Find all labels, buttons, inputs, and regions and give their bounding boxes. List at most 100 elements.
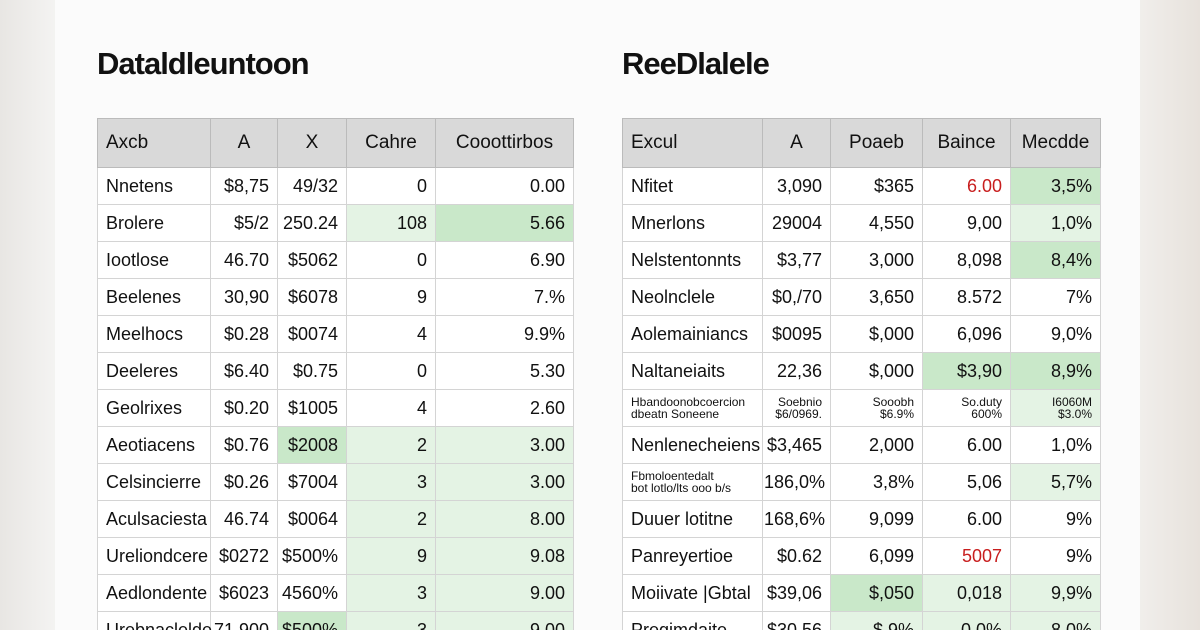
table-cell: 0 [346, 241, 436, 279]
table-cell: $6078 [277, 278, 347, 316]
table-cell: $0064 [277, 500, 347, 538]
table-cell: Moiivate |Gbtal [622, 574, 763, 612]
table-cell: Nelstentonnts [622, 241, 763, 279]
table-cell: 46.70 [210, 241, 278, 279]
table-cell: 8.00 [435, 500, 574, 538]
table-cell: $0,/70 [762, 278, 831, 316]
table-cell: Aeotiacens [97, 426, 211, 464]
table-cell: 3 [346, 611, 436, 630]
header-cell: Mecdde [1010, 118, 1101, 168]
table-cell: 9,099 [830, 500, 923, 538]
table-cell: 0,018 [922, 574, 1011, 612]
table-cell: $3,465 [762, 426, 831, 464]
header-cell: Baince [922, 118, 1011, 168]
header-cell: Poaeb [830, 118, 923, 168]
header-cell: A [210, 118, 278, 168]
table-cell: 9,9% [1010, 574, 1101, 612]
table-cell: 3.00 [435, 426, 574, 464]
table-cell: Ureliondcere [97, 537, 211, 575]
table-cell: Duuer lotitne [622, 500, 763, 538]
table-cell: $5062 [277, 241, 347, 279]
table-cell: 3 [346, 463, 436, 501]
table-cell: Nenlenecheiens [622, 426, 763, 464]
table-cell: 8,098 [922, 241, 1011, 279]
table-cell: 9,00 [922, 204, 1011, 242]
table-cell: 0 [346, 352, 436, 390]
header-cell: A [762, 118, 831, 168]
table-cell: 6,096 [922, 315, 1011, 353]
header-cell: Excul [622, 118, 763, 168]
table-cell: 8,0% [1010, 611, 1101, 630]
table-cell: 4 [346, 315, 436, 353]
table-cell: So.duty 600% [922, 389, 1011, 427]
header-cell: X [277, 118, 347, 168]
table-cell: Naltaneiaits [622, 352, 763, 390]
table-cell: $3,77 [762, 241, 831, 279]
table-cell: $,000 [830, 315, 923, 353]
table-cell: $0.28 [210, 315, 278, 353]
table-cell: 186,0% [762, 463, 831, 501]
table-cell: 29004 [762, 204, 831, 242]
table-cell: Nfitet [622, 167, 763, 205]
table-cell: 71,900 [210, 611, 278, 630]
table-cell: 5.66 [435, 204, 574, 242]
table-cell: 5,7% [1010, 463, 1101, 501]
table-cell: $0074 [277, 315, 347, 353]
table-cell: 9.00 [435, 574, 574, 612]
table-cell: Meelhocs [97, 315, 211, 353]
table-cell: 2,000 [830, 426, 923, 464]
table-cell: 9.00 [435, 611, 574, 630]
table-cell: Hbandoonobcoercion dbeatn Soneene [622, 389, 763, 427]
table-cell: 4,550 [830, 204, 923, 242]
table-cell: $0.62 [762, 537, 831, 575]
table-cell: 8,9% [1010, 352, 1101, 390]
table-cell: 8,4% [1010, 241, 1101, 279]
table-cell: $0.75 [277, 352, 347, 390]
table-cell: Urebnaclelde [97, 611, 212, 630]
table-cell: Soebnio $6/0969. [762, 389, 831, 427]
table-cell: 2.60 [435, 389, 574, 427]
table-cell: 108 [346, 204, 436, 242]
table-cell: 2 [346, 500, 436, 538]
table-cell: 6.00 [922, 426, 1011, 464]
right-table: Excul A Poaeb Baince Mecdde Nfitet 3,090 $365 6.… [622, 118, 1101, 630]
table-cell: 2 [346, 426, 436, 464]
table-cell: $2008 [277, 426, 347, 464]
table-cell: $7004 [277, 463, 347, 501]
table-cell: 168,6% [762, 500, 831, 538]
table-cell: 9% [1010, 537, 1101, 575]
table-cell: $0272 [210, 537, 278, 575]
table-cell: 3,5% [1010, 167, 1101, 205]
table-cell: $3,90 [922, 352, 1011, 390]
table-cell: $500% [277, 537, 347, 575]
table-cell: Nnetens [97, 167, 211, 205]
table-cell: $6023 [210, 574, 278, 612]
table-cell: Neolnclele [622, 278, 763, 316]
table-cell: 6,099 [830, 537, 923, 575]
table-cell: 9.9% [435, 315, 574, 353]
table-cell: 30,90 [210, 278, 278, 316]
table-cell: Deeleres [97, 352, 211, 390]
table-cell: 1,0% [1010, 204, 1101, 242]
table-cell: Aedlondente [97, 574, 211, 612]
table-cell: 9 [346, 278, 436, 316]
table-cell: 9.08 [435, 537, 574, 575]
table-cell: 46.74 [210, 500, 278, 538]
table-cell: 7% [1010, 278, 1101, 316]
table-cell: Geolrixes [97, 389, 211, 427]
table-cell: Iootlose [97, 241, 211, 279]
table-cell: Beelenes [97, 278, 211, 316]
table-cell: 250.24 [277, 204, 347, 242]
table-cell: $365 [830, 167, 923, 205]
table-cell: Fbmoloentedalt bot lotlo/lts ooo b/s [622, 463, 763, 501]
table-cell: 5,06 [922, 463, 1011, 501]
table-cell: 5.30 [435, 352, 574, 390]
table-cell: $6.40 [210, 352, 278, 390]
table-cell: 6.00 [922, 167, 1011, 205]
left-title: Dataldleuntoon [97, 46, 310, 81]
table-cell: I6060M $3.0% [1010, 389, 1101, 427]
table-cell: 4560% [277, 574, 347, 612]
right-title: ReeDlalele [622, 46, 770, 81]
table-cell: $5/2 [210, 204, 278, 242]
